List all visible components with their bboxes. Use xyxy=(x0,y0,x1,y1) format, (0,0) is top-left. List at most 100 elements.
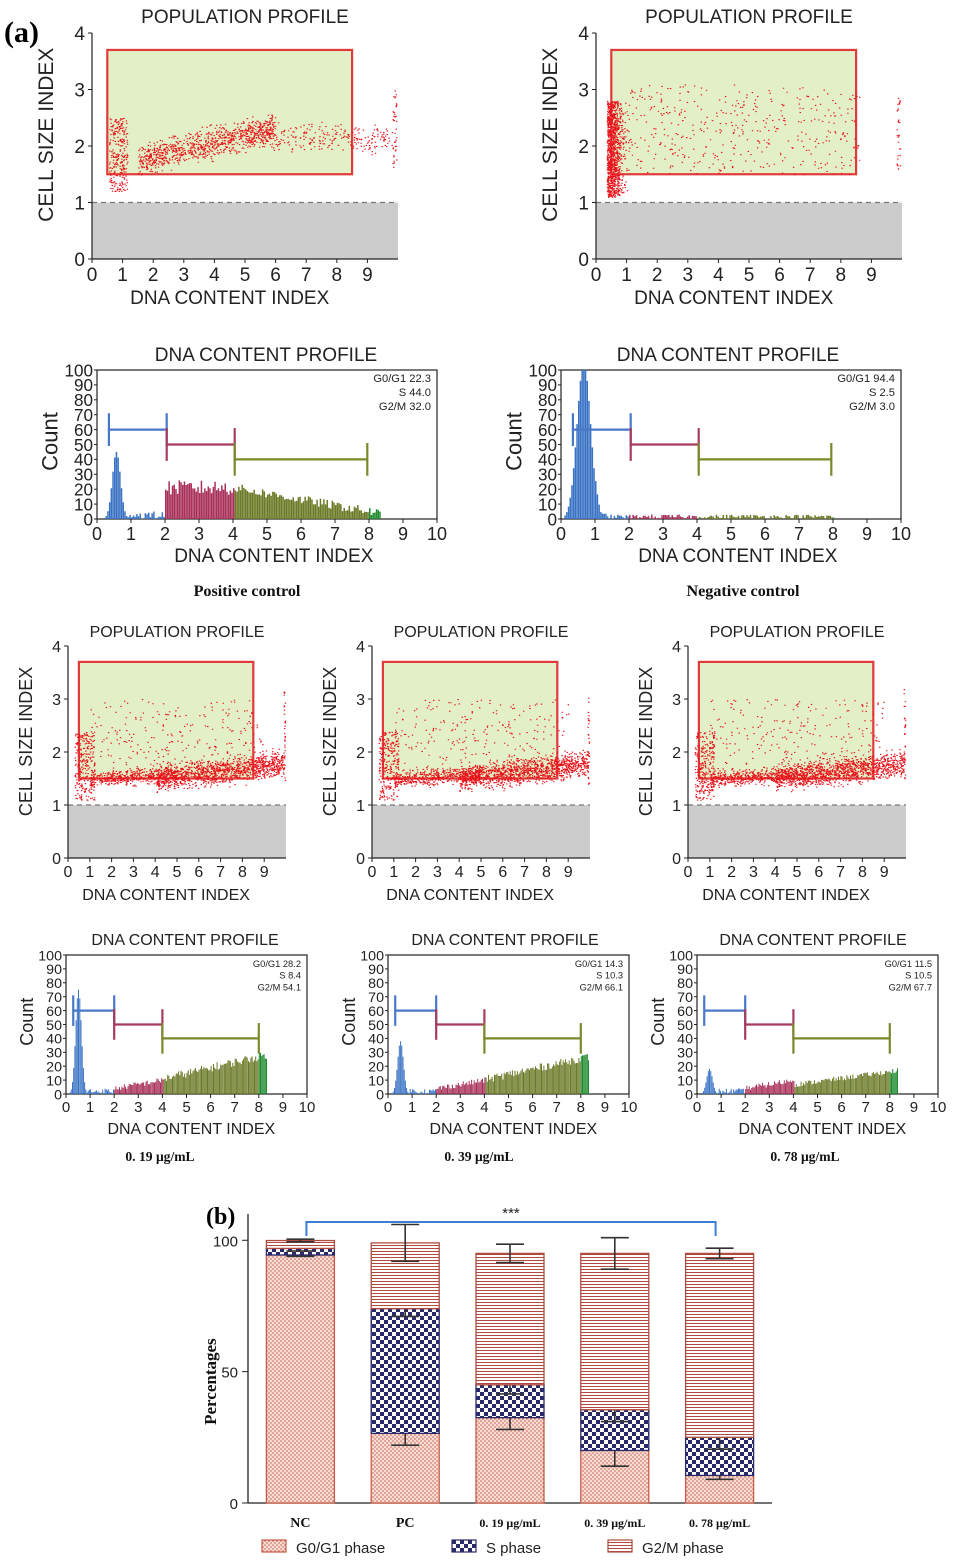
legend-label: G0/G1 phase xyxy=(296,1540,385,1557)
x-tick-label: 2 xyxy=(148,265,159,286)
phase-stat: G0/G1 22.3 xyxy=(373,373,431,385)
category-label: 0. 19 μg/mL xyxy=(479,1516,540,1530)
x-tick-label: 1 xyxy=(85,864,94,881)
phase-stat: G0/G1 28.2 xyxy=(253,959,301,969)
y-axis-label: Count xyxy=(37,412,62,471)
g0g1-bins xyxy=(701,1069,744,1094)
x-axis-label: DNA CONTENT INDEX xyxy=(634,288,834,309)
y-axis-label: CELL SIZE INDEX xyxy=(539,48,562,222)
x-tick-label: 0 xyxy=(693,1099,701,1116)
debris-region xyxy=(372,805,590,858)
phase-stat: S 44.0 xyxy=(399,387,431,399)
y-axis-label: CELL SIZE INDEX xyxy=(35,48,58,222)
phase-stat: G0/G1 11.5 xyxy=(885,959,932,969)
y-tick-label: 10 xyxy=(46,1073,62,1089)
x-tick-label: 6 xyxy=(774,265,785,286)
x-tick-label: 5 xyxy=(793,864,802,881)
histogram-dna_019: G0/G1 28.2S 8.4G2/M 54.10 1 2 3 4 5 6 7 8 9 100102… xyxy=(17,932,315,1164)
y-tick-label: 50 xyxy=(74,436,93,455)
g0g1-bins xyxy=(69,989,114,1095)
x-tick-label: 4 xyxy=(228,524,238,544)
y-tick-label: 0 xyxy=(685,1087,693,1103)
x-tick-label: 1 xyxy=(590,524,600,544)
y-tick-label: 1 xyxy=(52,798,61,815)
x-tick-label: 3 xyxy=(433,864,442,881)
x-tick-label: 6 xyxy=(760,524,770,544)
x-tick-label: 2 xyxy=(652,265,663,286)
y-axis-label: CELL SIZE INDEX xyxy=(16,667,36,816)
y-tick-label: 40 xyxy=(677,1032,693,1048)
y-tick-label: 50 xyxy=(368,1018,384,1034)
category-label: 0. 78 μg/mL xyxy=(689,1516,750,1530)
y-tick-label: 40 xyxy=(46,1032,62,1048)
x-tick-label: 4 xyxy=(151,864,160,881)
plot-frame xyxy=(387,954,630,1095)
y-tick-label: 0 xyxy=(376,1087,384,1103)
x-tick-label: 0 xyxy=(64,864,73,881)
x-tick-label: 2 xyxy=(727,864,736,881)
y-tick-label: 30 xyxy=(677,1046,693,1062)
x-tick-label: 0 xyxy=(384,1099,392,1116)
x-tick-label: 3 xyxy=(765,1099,773,1116)
plot-frame xyxy=(96,369,438,520)
y-tick-label: 20 xyxy=(538,481,557,500)
phase-stat: G2/M 67.7 xyxy=(889,982,932,992)
g0g1-bins xyxy=(103,451,165,519)
x-tick-label: 1 xyxy=(389,864,398,881)
significance-bracket xyxy=(305,1221,717,1236)
phase-stat: G0/G1 14.3 xyxy=(575,959,623,969)
y-tick-label: 30 xyxy=(46,1046,62,1062)
y-tick-label: 3 xyxy=(578,80,589,101)
category-label: PC xyxy=(396,1516,415,1531)
g0g1-bins xyxy=(391,1041,436,1094)
y-tick-label: 1 xyxy=(578,193,589,214)
x-tick-label: 4 xyxy=(713,265,724,286)
x-tick-label: 2 xyxy=(411,864,420,881)
x-tick-label: 6 xyxy=(528,1099,536,1116)
x-tick-label: 9 xyxy=(880,864,889,881)
x-tick-label: 2 xyxy=(160,524,170,544)
x-tick-label: 8 xyxy=(332,265,343,286)
x-tick-label: 3 xyxy=(749,864,758,881)
y-tick-label: 0 xyxy=(356,851,365,868)
error-bar xyxy=(286,1238,315,1243)
x-tick-label: 9 xyxy=(910,1099,918,1116)
y-tick-label: 3 xyxy=(52,692,61,709)
debris-region xyxy=(596,202,902,259)
x-tick-label: 6 xyxy=(194,864,203,881)
x-tick-label: 5 xyxy=(813,1099,821,1116)
y-tick-label: 50 xyxy=(538,436,557,455)
x-tick-label: 8 xyxy=(255,1099,263,1116)
x-tick-label: 6 xyxy=(270,265,281,286)
g2m-tail-bins xyxy=(889,1068,898,1094)
legend-label: G2/M phase xyxy=(642,1540,724,1557)
y-tick-label: 50 xyxy=(677,1018,693,1034)
dna-content-histograms: G0/G1 22.3S 44.0G2/M 32.00 1 2 3 4 5 6 7 8 9 10010… xyxy=(17,345,946,1164)
g2m-tail-bins xyxy=(833,517,835,519)
x-tick-label: 9 xyxy=(866,265,877,286)
y-tick-label: 100 xyxy=(528,361,557,380)
x-tick-label: 7 xyxy=(216,864,225,881)
x-tick-label: 3 xyxy=(658,524,668,544)
s-phase-bins xyxy=(436,1077,486,1094)
g2m-tail-bins xyxy=(369,508,381,519)
phase-stat: S 10.5 xyxy=(905,971,932,981)
y-tick-label: 2 xyxy=(578,137,589,158)
y-tick-label: 30 xyxy=(74,466,93,485)
x-tick-label: 1 xyxy=(126,524,136,544)
y-tick-label: 90 xyxy=(46,962,62,978)
x-tick-label: 9 xyxy=(601,1099,609,1116)
y-axis-label: Count xyxy=(648,998,668,1046)
error-bar xyxy=(600,1236,629,1270)
error-bar xyxy=(391,1223,420,1263)
x-tick-label: 7 xyxy=(862,1099,870,1116)
x-tick-label: 7 xyxy=(836,864,845,881)
y-tick-label: 10 xyxy=(368,1073,384,1089)
x-tick-label: 9 xyxy=(398,524,408,544)
x-tick-label: 2 xyxy=(624,524,634,544)
chart-title: DNA CONTENT PROFILE xyxy=(91,932,278,949)
legend-swatch xyxy=(261,1539,287,1553)
x-tick-label: 1 xyxy=(117,265,128,286)
x-tick-label: 5 xyxy=(173,864,182,881)
